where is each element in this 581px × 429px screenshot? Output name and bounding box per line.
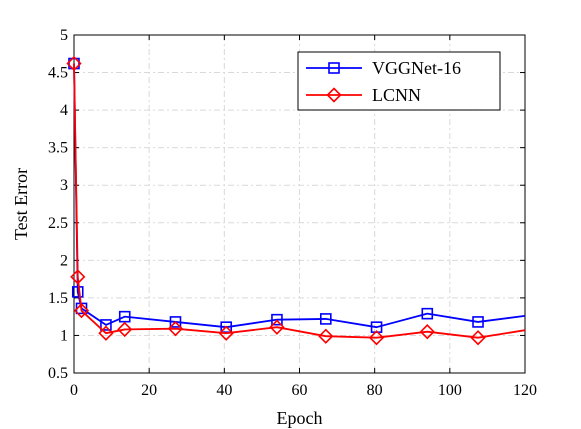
series-line bbox=[73, 63, 526, 339]
data-point bbox=[220, 321, 233, 333]
data-point bbox=[470, 330, 486, 346]
data-point bbox=[167, 321, 184, 337]
legend: VGGNet-16 LCNN bbox=[297, 51, 501, 111]
x-tick-label: 80 bbox=[367, 382, 383, 399]
x-axis-label: Epoch bbox=[277, 408, 323, 428]
data-point bbox=[100, 319, 112, 331]
legend-marker bbox=[328, 62, 340, 74]
series-lcnn bbox=[66, 55, 526, 346]
data-point bbox=[71, 286, 84, 298]
data-point bbox=[169, 316, 182, 328]
legend-item: VGGNet-16 bbox=[306, 58, 461, 78]
y-tick-label: 4 bbox=[60, 102, 68, 119]
y-tick-label: 3 bbox=[60, 177, 68, 194]
legend-box bbox=[297, 51, 501, 111]
legend-label: VGGNet-16 bbox=[372, 58, 461, 78]
data-point bbox=[419, 324, 435, 340]
data-point bbox=[320, 313, 332, 325]
x-tick-label: 60 bbox=[292, 382, 308, 399]
data-point bbox=[70, 269, 86, 285]
data-point bbox=[368, 330, 385, 346]
y-tick-label: 0.5 bbox=[48, 365, 68, 382]
data-point bbox=[98, 325, 114, 341]
legend-marker bbox=[326, 87, 342, 103]
y-tick-label: 5 bbox=[60, 27, 68, 44]
y-axis-label: Test Error bbox=[11, 168, 31, 240]
x-tick-label: 0 bbox=[70, 382, 78, 399]
y-tick-label: 1 bbox=[60, 327, 68, 344]
y-tick-label: 1.5 bbox=[48, 290, 68, 307]
y-tick-label: 2 bbox=[60, 252, 68, 269]
data-point bbox=[73, 303, 90, 319]
y-tick-label: 4.5 bbox=[48, 65, 68, 82]
data-point bbox=[218, 325, 234, 341]
legend-label: LCNN bbox=[372, 85, 421, 105]
data-point bbox=[117, 321, 133, 338]
series-layer bbox=[66, 55, 526, 346]
legend-item: LCNN bbox=[306, 85, 421, 105]
data-point bbox=[472, 316, 484, 328]
y-tick-label: 3.5 bbox=[48, 140, 68, 157]
data-point bbox=[269, 319, 285, 335]
y-tick-label: 2.5 bbox=[48, 215, 68, 232]
data-point bbox=[318, 328, 334, 344]
legend-items: VGGNet-16 LCNN bbox=[306, 58, 461, 105]
data-point bbox=[271, 313, 283, 326]
x-tick-label: 120 bbox=[513, 382, 537, 399]
x-tick-label: 40 bbox=[216, 382, 232, 399]
data-point bbox=[118, 310, 131, 323]
data-point bbox=[421, 307, 434, 320]
axis-ticks: 0 20 40 60 80 100 120 0.5 1 1.5 2 2.5 3 3.5 4 4.5 5 bbox=[48, 27, 537, 399]
data-point bbox=[66, 55, 82, 72]
x-tick-label: 20 bbox=[141, 382, 157, 399]
x-tick-label: 100 bbox=[438, 382, 462, 399]
